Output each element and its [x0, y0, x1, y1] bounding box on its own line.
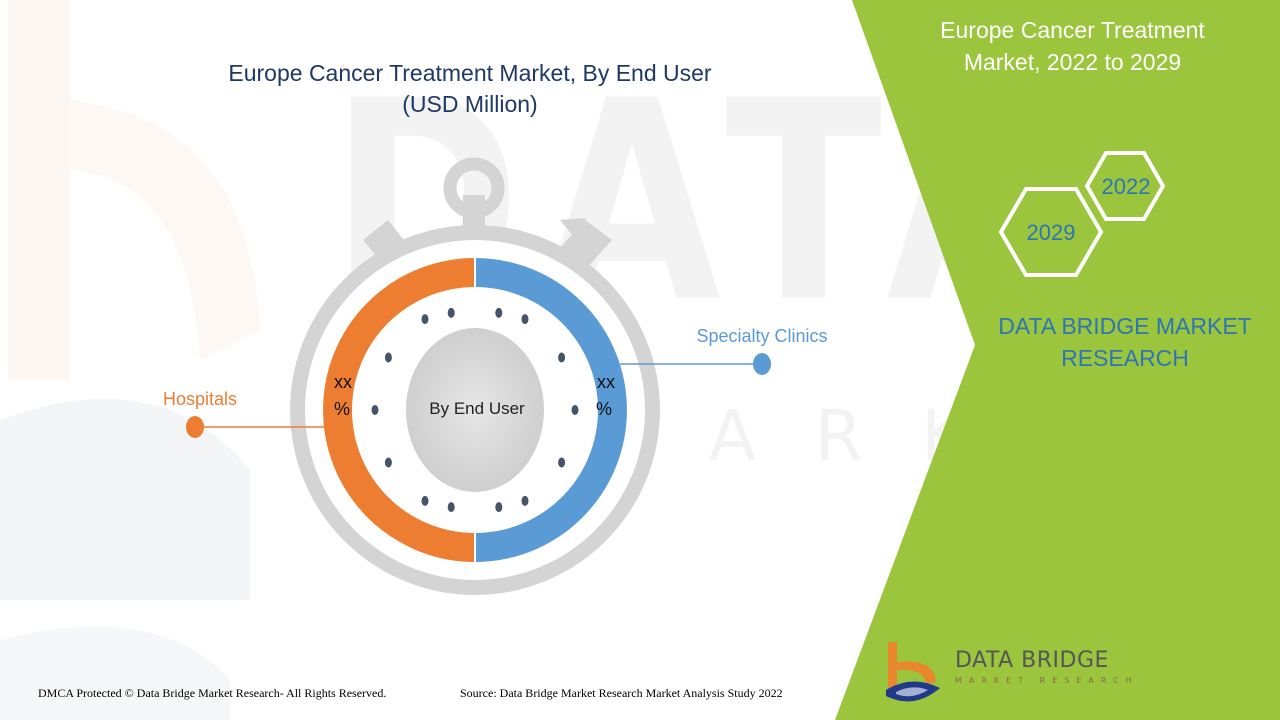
market-title-line-2: Market, 2022 to 2029 — [963, 49, 1182, 75]
brand-name: DATA BRIDGE MARKET RESEARCH — [985, 310, 1265, 374]
specialty-clinics-leader-dot — [753, 353, 771, 375]
dial-tick-dot — [447, 502, 455, 513]
dial-tick-dot — [495, 307, 503, 318]
dial-tick-dot — [371, 405, 379, 415]
source-footer: Source: Data Bridge Market Research Mark… — [460, 686, 783, 700]
specialty-clinics-value-line-2: % — [596, 399, 612, 419]
chart-title-line: Europe Cancer Treatment Market, By End U… — [228, 60, 712, 86]
hospitals-value-line-2: % — [334, 399, 350, 419]
market-title-line-1: Europe Cancer Treatment — [940, 17, 1205, 43]
hexagon-2022 — [1084, 151, 1166, 221]
market-title: Europe Cancer Treatment Market, 2022 to … — [895, 14, 1250, 78]
dial-tick-dot — [495, 502, 503, 513]
dial-tick-dot — [558, 352, 566, 363]
chart-title: Europe Cancer Treatment Market, By End U… — [170, 58, 770, 120]
copyright-footer: DMCA Protected © Data Bridge Market Rese… — [38, 686, 387, 700]
brand-name-line-2: RESEARCH — [1061, 345, 1189, 371]
green-panel-shape — [835, 0, 1280, 720]
center-disc — [406, 328, 544, 492]
hospitals-leader-dot — [186, 416, 204, 438]
dial-tick-dot — [521, 314, 529, 325]
specialty-clinics-label: Specialty Clinics — [696, 326, 827, 346]
data-bridge-logo-icon — [886, 642, 940, 702]
dial-tick-dot — [521, 495, 529, 506]
chart-subtitle-line: (USD Million) — [402, 91, 538, 117]
dial-tick-dot — [421, 495, 429, 506]
logo-tagline: MARKET RESEARCH — [955, 676, 1139, 685]
year-2022-label: 2022 — [1102, 174, 1151, 199]
logo-name: DATA BRIDGE — [955, 648, 1109, 673]
dial-tick-dot — [571, 405, 579, 415]
hexagon-2029 — [998, 187, 1104, 277]
center-label: By End User — [429, 399, 525, 418]
dial-tick-dot — [558, 457, 566, 468]
year-2029-label: 2029 — [1027, 220, 1076, 245]
dial-tick-dot — [421, 314, 429, 325]
dial-tick-dot — [447, 307, 455, 318]
hospitals-value-line-1: xx — [334, 372, 352, 392]
brand-name-line-1: DATA BRIDGE MARKET — [998, 313, 1252, 339]
hospitals-label: Hospitals — [163, 389, 237, 409]
dial-tick-dot — [384, 352, 392, 363]
dial-tick-dot — [384, 457, 392, 468]
specialty-clinics-value-line-1: xx — [597, 372, 615, 392]
